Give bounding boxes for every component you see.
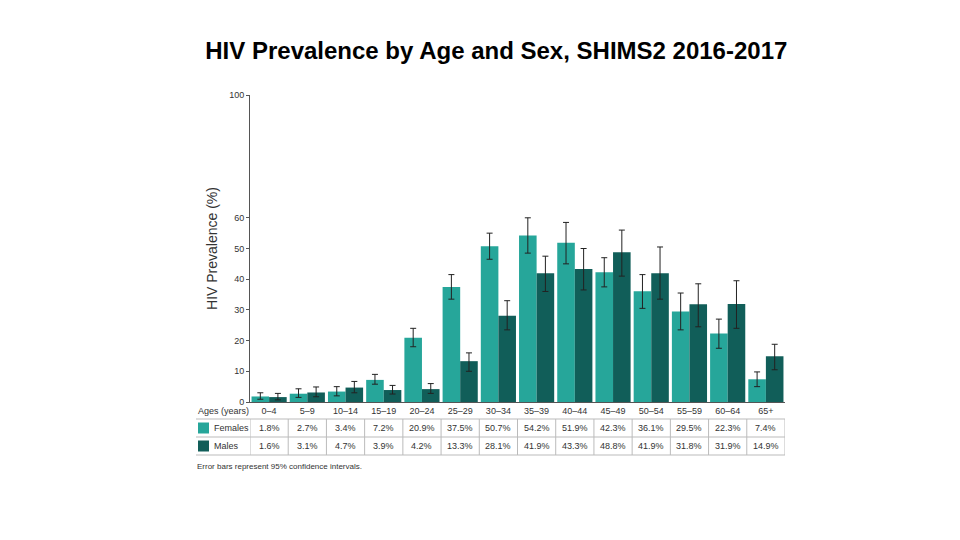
svg-text:Males: Males [214, 441, 239, 451]
svg-text:29.5%: 29.5% [676, 423, 702, 433]
svg-text:36.1%: 36.1% [638, 423, 664, 433]
svg-text:31.9%: 31.9% [715, 441, 741, 451]
svg-text:37.5%: 37.5% [447, 423, 473, 433]
svg-text:10–14: 10–14 [333, 406, 358, 416]
svg-text:4.2%: 4.2% [411, 441, 432, 451]
svg-text:40: 40 [234, 274, 244, 284]
svg-text:30–34: 30–34 [486, 406, 511, 416]
svg-text:41.9%: 41.9% [638, 441, 664, 451]
svg-text:3.4%: 3.4% [335, 423, 356, 433]
svg-text:13.3%: 13.3% [447, 441, 473, 451]
svg-text:50.7%: 50.7% [485, 423, 511, 433]
svg-text:31.8%: 31.8% [676, 441, 702, 451]
svg-text:10: 10 [234, 366, 244, 376]
svg-text:2.7%: 2.7% [297, 423, 318, 433]
svg-text:7.2%: 7.2% [373, 423, 394, 433]
svg-text:65+: 65+ [758, 406, 773, 416]
svg-text:1.6%: 1.6% [259, 441, 280, 451]
svg-text:5–9: 5–9 [300, 406, 315, 416]
svg-text:HIV Prevalence by Age and Sex,: HIV Prevalence by Age and Sex, SHIMS2 20… [205, 37, 787, 64]
svg-text:60: 60 [234, 213, 244, 223]
svg-text:40–44: 40–44 [562, 406, 587, 416]
svg-text:28.1%: 28.1% [485, 441, 511, 451]
svg-text:51.9%: 51.9% [562, 423, 588, 433]
svg-text:22.3%: 22.3% [715, 423, 741, 433]
svg-text:41.9%: 41.9% [524, 441, 550, 451]
svg-text:7.4%: 7.4% [755, 423, 776, 433]
svg-text:14.9%: 14.9% [753, 441, 779, 451]
svg-text:3.9%: 3.9% [373, 441, 394, 451]
svg-text:54.2%: 54.2% [524, 423, 550, 433]
svg-text:0: 0 [239, 397, 244, 407]
svg-text:HIV Prevalence (%): HIV Prevalence (%) [204, 187, 220, 310]
svg-text:50: 50 [234, 244, 244, 254]
svg-text:20.9%: 20.9% [409, 423, 435, 433]
svg-text:48.8%: 48.8% [600, 441, 626, 451]
svg-text:15–19: 15–19 [371, 406, 396, 416]
svg-text:55–59: 55–59 [677, 406, 702, 416]
svg-text:4.7%: 4.7% [335, 441, 356, 451]
svg-text:20–24: 20–24 [409, 406, 434, 416]
svg-text:35–39: 35–39 [524, 406, 549, 416]
svg-text:45–49: 45–49 [601, 406, 626, 416]
svg-text:0–4: 0–4 [262, 406, 277, 416]
svg-text:30: 30 [234, 305, 244, 315]
svg-text:42.3%: 42.3% [600, 423, 626, 433]
svg-text:60–64: 60–64 [715, 406, 740, 416]
svg-text:1.8%: 1.8% [259, 423, 280, 433]
svg-text:Error bars represent 95% confi: Error bars represent 95% confidence inte… [197, 462, 362, 471]
svg-text:43.3%: 43.3% [562, 441, 588, 451]
svg-text:50–54: 50–54 [639, 406, 664, 416]
svg-text:Females: Females [214, 423, 249, 433]
svg-text:3.1%: 3.1% [297, 441, 318, 451]
svg-text:25–29: 25–29 [448, 406, 473, 416]
svg-text:20: 20 [234, 336, 244, 346]
svg-text:Ages (years): Ages (years) [198, 406, 249, 416]
svg-text:100: 100 [229, 90, 244, 100]
